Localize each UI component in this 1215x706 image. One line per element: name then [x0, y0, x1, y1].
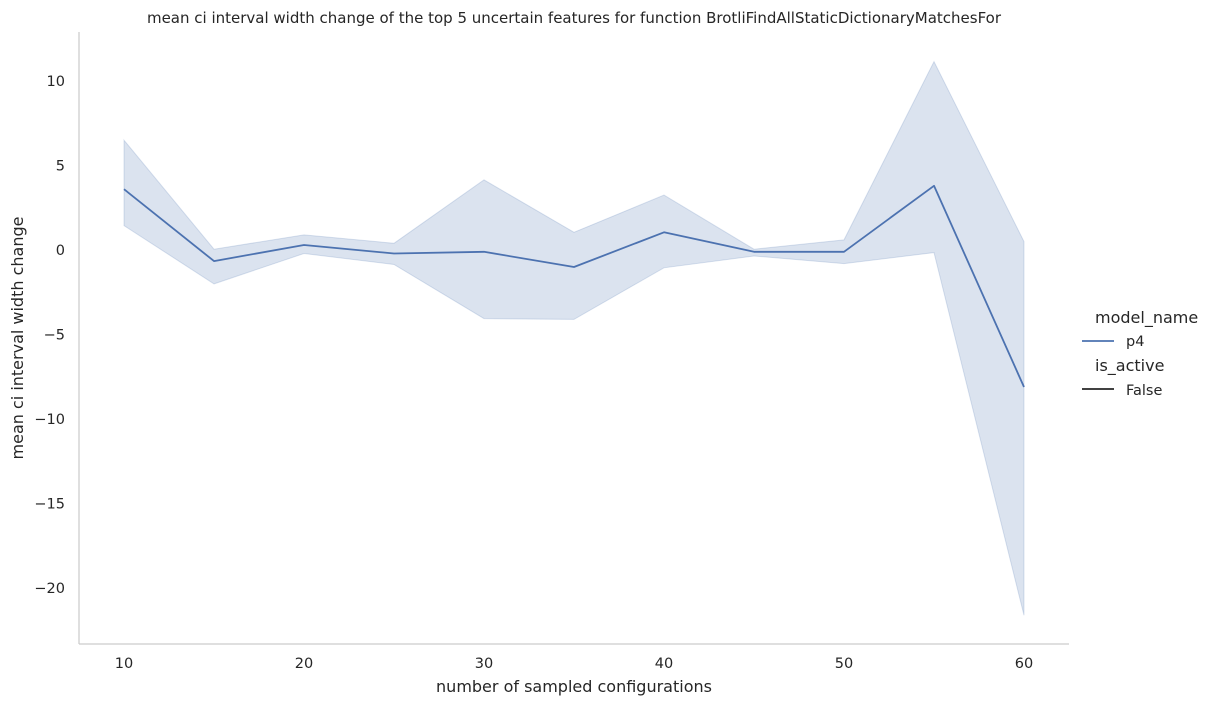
confidence-band: [123, 60, 1025, 616]
y-tick-label: −20: [34, 581, 65, 597]
y-tick-label: −5: [44, 328, 65, 344]
series-line-p4: [123, 184, 1025, 388]
x-axis-ticks: 10 20 30 40 50 60: [115, 656, 1033, 672]
x-tick-label: 30: [475, 656, 493, 672]
plot-area: [123, 60, 1025, 616]
x-tick-label: 20: [295, 656, 313, 672]
x-axis-label: number of sampled configurations: [436, 677, 712, 696]
x-tick-label: 60: [1015, 656, 1033, 672]
y-tick-label: −10: [34, 412, 65, 428]
y-tick-label: 5: [56, 159, 65, 175]
legend-style-title: is_active: [1095, 356, 1164, 376]
legend-label-p4: p4: [1126, 334, 1144, 350]
legend-hue-title: model_name: [1095, 308, 1198, 328]
y-tick-label: −15: [34, 497, 65, 513]
y-axis-label: mean ci interval width change: [8, 217, 27, 460]
x-tick-label: 10: [115, 656, 133, 672]
y-tick-label: 10: [47, 74, 65, 90]
x-tick-label: 50: [835, 656, 853, 672]
chart-title: mean ci interval width change of the top…: [147, 9, 1002, 27]
x-tick-label: 40: [655, 656, 673, 672]
y-tick-label: 0: [56, 243, 65, 259]
legend: model_name p4 is_active False: [1082, 308, 1198, 399]
legend-label-false: False: [1126, 383, 1162, 399]
y-axis-ticks: 10 5 0 −5 −10 −15 −20: [34, 74, 65, 597]
